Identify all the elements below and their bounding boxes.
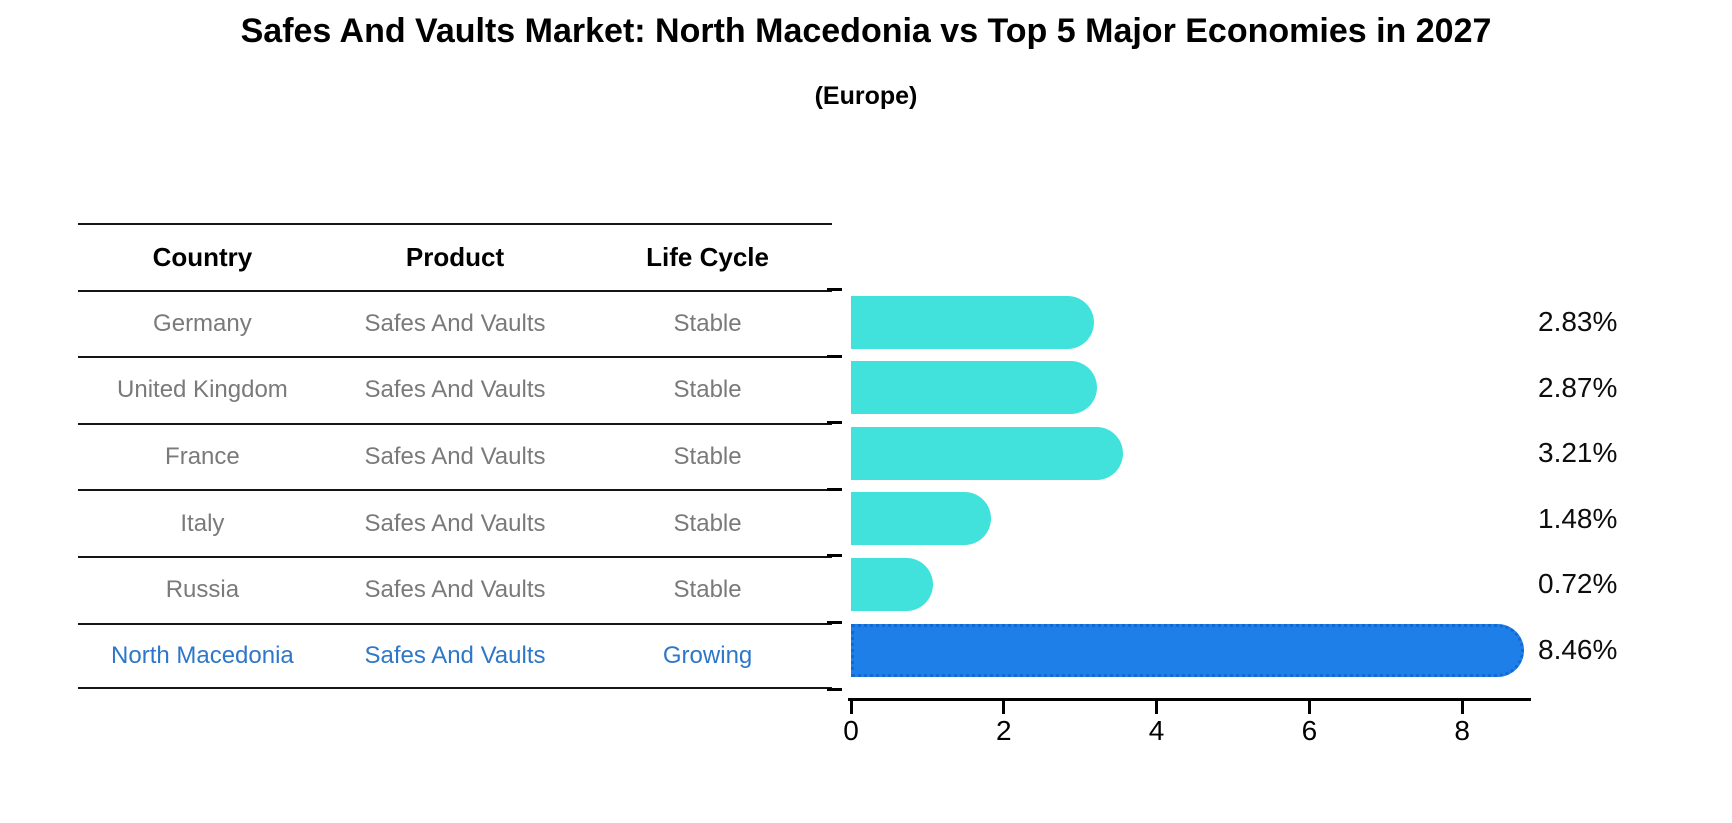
table-row: United Kingdom Safes And Vaults Stable bbox=[78, 356, 832, 423]
bar-france bbox=[851, 426, 1124, 480]
life-cycle-cell: Stable bbox=[673, 376, 742, 404]
bar-value-label: 2.87% bbox=[1538, 371, 1618, 403]
product-cell: Safes And Vaults bbox=[364, 576, 546, 604]
chart-title: Safes And Vaults Market: North Macedonia… bbox=[240, 12, 1492, 50]
column-header-product: Product bbox=[405, 241, 505, 272]
country-cell: Italy bbox=[180, 509, 225, 537]
x-axis-tick bbox=[1155, 701, 1159, 714]
x-axis-tick bbox=[849, 701, 853, 714]
column-header-country: Country bbox=[152, 241, 253, 272]
x-axis-tick-label: 4 bbox=[1148, 715, 1165, 746]
comparison-table: Country Product Life Cycle Germany Safes… bbox=[78, 223, 832, 690]
x-axis-tick-label: 2 bbox=[996, 715, 1012, 746]
country-cell: Germany bbox=[153, 309, 252, 337]
life-cycle-cell: Stable bbox=[673, 576, 742, 604]
x-axis-tick-label: 6 bbox=[1301, 715, 1318, 746]
table-rows: Germany Safes And Vaults Stable United K… bbox=[78, 289, 832, 690]
bar-italy bbox=[851, 492, 992, 546]
table-row: North Macedonia Safes And Vaults Growing bbox=[78, 622, 832, 690]
product-cell: Safes And Vaults bbox=[364, 509, 546, 537]
life-cycle-cell: Growing bbox=[662, 641, 753, 669]
country-cell: France bbox=[165, 443, 240, 471]
table-row: Germany Safes And Vaults Stable bbox=[78, 289, 832, 357]
bar-north-macedonia bbox=[851, 623, 1525, 677]
chart-subtitle: (Europe) bbox=[814, 82, 918, 110]
life-cycle-cell: Stable bbox=[673, 443, 742, 471]
x-axis-tick bbox=[1307, 701, 1311, 714]
bar-united-kingdom bbox=[851, 361, 1098, 415]
country-cell: Russia bbox=[165, 576, 240, 604]
y-axis-tick bbox=[827, 554, 842, 558]
bar-value-label: 0.72% bbox=[1538, 568, 1618, 600]
product-cell: Safes And Vaults bbox=[364, 309, 546, 337]
x-axis-tick-label: 8 bbox=[1454, 715, 1470, 746]
table-row: France Safes And Vaults Stable bbox=[78, 422, 832, 490]
y-axis-tick bbox=[827, 687, 842, 691]
y-axis-tick bbox=[827, 620, 842, 624]
y-axis-tick bbox=[827, 354, 842, 358]
column-header-life-cycle: Life Cycle bbox=[646, 241, 769, 272]
x-axis-tick-label: 0 bbox=[843, 715, 859, 746]
table-header-row: Country Product Life Cycle bbox=[78, 223, 832, 290]
bar-germany bbox=[851, 295, 1095, 349]
product-cell: Safes And Vaults bbox=[364, 443, 546, 471]
bar-russia bbox=[851, 557, 933, 611]
table-row: Russia Safes And Vaults Stable bbox=[78, 555, 832, 623]
product-cell: Safes And Vaults bbox=[364, 376, 546, 404]
table-row: Italy Safes And Vaults Stable bbox=[78, 489, 832, 556]
product-cell: Safes And Vaults bbox=[364, 641, 546, 669]
x-axis-line bbox=[848, 698, 1531, 701]
country-cell: United Kingdom bbox=[117, 376, 288, 404]
life-cycle-cell: Stable bbox=[673, 309, 742, 337]
bar-value-label: 2.83% bbox=[1538, 306, 1618, 337]
y-axis-tick bbox=[827, 487, 842, 491]
life-cycle-cell: Stable bbox=[673, 509, 742, 537]
x-axis-tick bbox=[1460, 701, 1464, 714]
bar-value-label: 8.46% bbox=[1538, 634, 1618, 665]
country-cell: North Macedonia bbox=[111, 641, 294, 669]
x-axis-tick bbox=[1002, 701, 1006, 714]
y-axis-tick bbox=[827, 288, 842, 292]
bar-value-label: 1.48% bbox=[1538, 502, 1618, 534]
bar-value-label: 3.21% bbox=[1538, 437, 1618, 469]
y-axis-tick bbox=[827, 421, 842, 425]
